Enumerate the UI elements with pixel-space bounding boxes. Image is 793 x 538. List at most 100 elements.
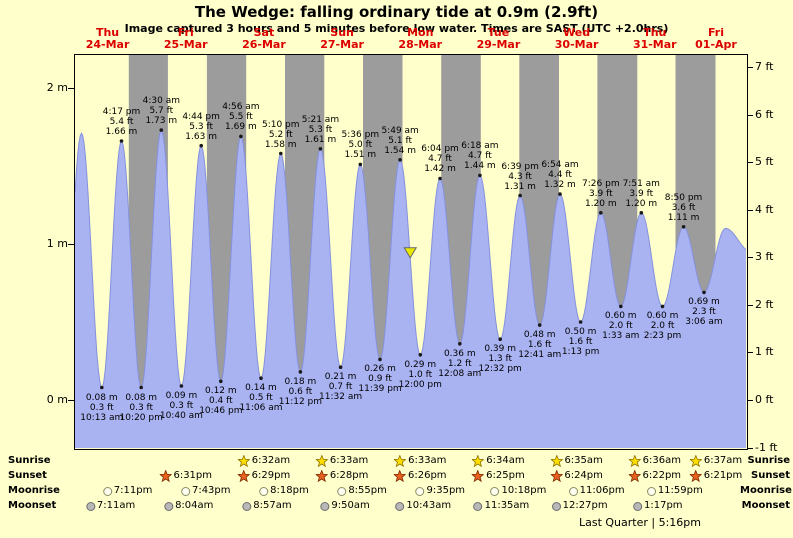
almanac-time: 6:33am xyxy=(329,455,369,466)
tide-extreme-label: 5:36 pm 5.0 ft 1.51 m xyxy=(341,130,380,161)
tide-extreme-label: 0.48 m 1.6 ft 12:41 am xyxy=(518,330,562,361)
tide-extreme-dot xyxy=(199,143,203,148)
ft-axis-label: 2 ft xyxy=(755,297,774,311)
tide-extreme-dot xyxy=(578,320,583,324)
axis-tick xyxy=(68,400,74,401)
tide-extreme-label: 0.08 m 0.3 ft 10:20 pm xyxy=(119,392,163,423)
tide-extreme-label: 0.60 m 2.0 ft 2:23 pm xyxy=(643,311,682,342)
sunrise-row-label-right: Sunrise xyxy=(747,455,790,466)
moonrise-circle-entry: 9:35pm xyxy=(415,485,465,497)
moonset-circle-entry: 8:57am xyxy=(242,500,292,512)
sunrise-star-icon xyxy=(394,455,407,467)
almanac-time: 6:22pm xyxy=(642,470,682,481)
sunset-star-icon xyxy=(628,470,641,482)
sunrise-star-icon xyxy=(472,455,485,467)
almanac-time: 10:18pm xyxy=(501,485,547,496)
almanac-time: 6:25pm xyxy=(486,470,525,481)
moonrise-circle-icon xyxy=(337,486,347,496)
tide-extreme-label: 0.18 m 0.6 ft 11:12 pm xyxy=(278,376,323,407)
tide-extreme-dot xyxy=(498,337,503,342)
moonrise-circle-entry: 7:11pm xyxy=(102,485,153,497)
almanac-time: 6:35am xyxy=(564,455,603,466)
sunrise-row-label-left: Sunrise xyxy=(8,455,51,466)
axis-tick xyxy=(747,162,753,164)
axis-tick xyxy=(747,209,753,211)
axis-tick xyxy=(747,352,753,354)
day-label: Sun 27-Mar xyxy=(320,26,364,51)
almanac-time: 6:26pm xyxy=(407,470,447,481)
m-axis-label: 2 m xyxy=(46,81,68,94)
tide-extreme-dot xyxy=(239,134,243,139)
moonset-circle-icon xyxy=(164,501,174,511)
almanac-time: 6:33am xyxy=(408,455,447,466)
sunset-star-entry: 6:25pm xyxy=(472,470,525,482)
almanac-time: 6:37am xyxy=(703,455,743,466)
almanac-time: 8:04am xyxy=(175,500,214,511)
sunset-star-icon xyxy=(315,470,328,482)
sunset-star-entry: 6:21pm xyxy=(689,470,742,482)
sunset-star-entry: 6:22pm xyxy=(628,470,682,482)
moon-phase-note: Last Quarter | 5:16pm xyxy=(578,516,701,529)
moonrise-circle-icon xyxy=(490,486,500,496)
sunset-star-icon xyxy=(550,470,563,482)
tide-extreme-label: 0.39 m 1.3 ft 12:32 pm xyxy=(478,344,522,375)
tide-extreme-label: 0.14 m 0.5 ft 11:06 am xyxy=(239,383,283,414)
almanac-time: 6:36am xyxy=(642,455,681,466)
tide-extreme-label: 7:51 am 3.9 ft 1.20 m xyxy=(622,178,660,209)
moonset-circle-icon xyxy=(551,501,561,511)
tide-extreme-label: 4:17 pm 5.4 ft 1.66 m xyxy=(102,107,141,138)
day-label: Thu 31-Mar xyxy=(632,26,677,51)
ft-axis-label: 7 ft xyxy=(755,60,774,74)
moonrise-row-label-right: Moonrise xyxy=(740,485,792,496)
moonrise-circle-entry: 10:18pm xyxy=(490,485,546,497)
tide-extreme-dot xyxy=(139,385,143,390)
tide-extreme-label: 6:54 am 4.4 ft 1.32 m xyxy=(541,160,579,191)
moonset-circle-icon xyxy=(633,501,643,511)
axis-tick xyxy=(747,304,753,306)
page-subtitle: Image captured 3 hours and 5 minutes bef… xyxy=(124,22,669,35)
sunrise-star-entry: 6:33am xyxy=(315,455,369,467)
tide-extreme-label: 6:39 pm 4.3 ft 1.31 m xyxy=(501,161,539,192)
tide-extreme-label: 0.69 m 2.3 ft 3:06 am xyxy=(685,297,723,328)
sunset-star-icon xyxy=(237,470,250,482)
ft-axis-label: 3 ft xyxy=(755,250,774,264)
sunrise-star-entry: 6:33am xyxy=(394,455,446,467)
sunset-star-icon xyxy=(472,470,485,482)
ft-axis-label: -1 ft xyxy=(755,440,778,454)
tide-extreme-dot xyxy=(639,211,644,215)
almanac-time: 9:50am xyxy=(331,500,370,511)
tide-extreme-label: 0.21 m 0.7 ft 11:32 am xyxy=(319,372,363,403)
almanac-time: 11:35am xyxy=(484,500,530,511)
ft-axis-label: 6 ft xyxy=(755,107,774,121)
sunrise-star-entry: 6:34am xyxy=(472,455,525,467)
almanac-time: 7:43pm xyxy=(191,485,231,496)
almanac-time: 7:11am xyxy=(96,500,136,511)
tide-extreme-label: 0.08 m 0.3 ft 10:13 am xyxy=(80,392,124,423)
axis-tick xyxy=(747,447,753,449)
sunrise-star-entry: 6:37am xyxy=(689,455,743,467)
tide-extreme-dot xyxy=(702,290,706,295)
tide-extreme-dot xyxy=(681,225,686,229)
tide-extreme-label: 5:21 am 5.3 ft 1.61 m xyxy=(301,114,340,145)
moonset-circle-icon xyxy=(242,501,252,511)
moonrise-circle-icon xyxy=(568,486,578,496)
moonrise-circle-icon xyxy=(102,486,112,496)
tide-extreme-dot xyxy=(619,304,623,309)
almanac-time: 8:55pm xyxy=(348,485,387,496)
ft-axis-label: 1 ft xyxy=(755,345,774,359)
tide-extreme-dot xyxy=(259,376,263,381)
sunrise-star-entry: 6:32am xyxy=(237,455,290,467)
day-label: Fri 25-Mar xyxy=(163,26,208,51)
moonset-circle-entry: 1:17pm xyxy=(633,500,683,512)
tide-extreme-label: 0.26 m 0.9 ft 11:39 pm xyxy=(358,364,402,395)
moonset-circle-entry: 8:04am xyxy=(164,500,213,512)
almanac-time: 7:11pm xyxy=(113,485,153,496)
almanac-time: 1:17pm xyxy=(644,500,683,511)
moonrise-circle-icon xyxy=(180,486,190,496)
moonset-circle-entry: 9:50am xyxy=(320,500,370,512)
sunrise-star-icon xyxy=(315,455,328,467)
ft-axis-label: 4 ft xyxy=(755,202,774,216)
tide-extreme-label: 0.36 m 1.2 ft 12:08 am xyxy=(438,348,482,379)
tide-extreme-label: 0.09 m 0.3 ft 10:40 am xyxy=(159,390,203,421)
tide-curve-line xyxy=(74,129,747,389)
